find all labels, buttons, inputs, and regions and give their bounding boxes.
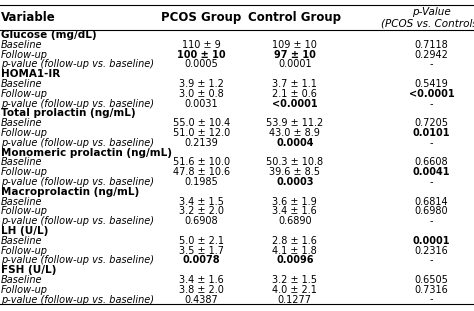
Text: Macroprolactin (ng/mL): Macroprolactin (ng/mL) (1, 187, 139, 197)
Text: 3.4 ± 1.5: 3.4 ± 1.5 (179, 197, 224, 207)
Text: 0.0004: 0.0004 (276, 138, 314, 148)
Text: 0.0031: 0.0031 (185, 99, 218, 109)
Text: Baseline: Baseline (1, 40, 43, 50)
Text: -: - (429, 138, 433, 148)
Text: p-value (follow-up vs. baseline): p-value (follow-up vs. baseline) (1, 255, 154, 265)
Text: Baseline: Baseline (1, 197, 43, 207)
Text: 51.0 ± 12.0: 51.0 ± 12.0 (173, 128, 230, 138)
Text: 53.9 ± 11.2: 53.9 ± 11.2 (266, 118, 323, 128)
Text: p-Value
(PCOS vs. Controls): p-Value (PCOS vs. Controls) (381, 7, 474, 28)
Text: 109 ± 10: 109 ± 10 (273, 40, 317, 50)
Text: <0.0001: <0.0001 (272, 99, 318, 109)
Text: Total prolactin (ng/mL): Total prolactin (ng/mL) (1, 109, 136, 118)
Text: 55.0 ± 10.4: 55.0 ± 10.4 (173, 118, 230, 128)
Text: 3.4 ± 1.6: 3.4 ± 1.6 (273, 207, 317, 216)
Text: p-value (follow-up vs. baseline): p-value (follow-up vs. baseline) (1, 216, 154, 226)
Text: 0.2942: 0.2942 (414, 50, 448, 60)
Text: 0.7316: 0.7316 (414, 285, 448, 295)
Text: p-value (follow-up vs. baseline): p-value (follow-up vs. baseline) (1, 59, 154, 69)
Text: Glucose (mg/dL): Glucose (mg/dL) (1, 30, 97, 40)
Text: 0.6890: 0.6890 (278, 216, 311, 226)
Text: -: - (429, 59, 433, 69)
Text: -: - (429, 216, 433, 226)
Text: 0.6980: 0.6980 (415, 207, 448, 216)
Text: Variable: Variable (1, 11, 56, 24)
Text: HOMA1-IR: HOMA1-IR (1, 69, 60, 79)
Text: p-value (follow-up vs. baseline): p-value (follow-up vs. baseline) (1, 138, 154, 148)
Text: PCOS Group: PCOS Group (161, 11, 242, 24)
Text: 0.6908: 0.6908 (185, 216, 218, 226)
Text: Baseline: Baseline (1, 275, 43, 285)
Text: Control Group: Control Group (248, 11, 341, 24)
Text: 3.6 ± 1.9: 3.6 ± 1.9 (273, 197, 317, 207)
Text: 0.7205: 0.7205 (414, 118, 448, 128)
Text: 0.5419: 0.5419 (414, 79, 448, 89)
Text: 100 ± 10: 100 ± 10 (177, 50, 226, 60)
Text: 0.7118: 0.7118 (414, 40, 448, 50)
Text: -: - (429, 255, 433, 265)
Text: 0.4387: 0.4387 (184, 295, 219, 304)
Text: 3.0 ± 0.8: 3.0 ± 0.8 (179, 89, 224, 99)
Text: <0.0001: <0.0001 (409, 89, 454, 99)
Text: 0.0078: 0.0078 (182, 255, 220, 265)
Text: 0.0001: 0.0001 (278, 59, 311, 69)
Text: 4.0 ± 2.1: 4.0 ± 2.1 (273, 285, 317, 295)
Text: 0.1277: 0.1277 (278, 295, 312, 304)
Text: -: - (429, 295, 433, 304)
Text: 0.6505: 0.6505 (414, 275, 448, 285)
Text: 110 ± 9: 110 ± 9 (182, 40, 221, 50)
Text: 3.9 ± 1.2: 3.9 ± 1.2 (179, 79, 224, 89)
Text: 39.6 ± 8.5: 39.6 ± 8.5 (269, 167, 320, 177)
Text: 3.8 ± 2.0: 3.8 ± 2.0 (179, 285, 224, 295)
Text: 3.7 ± 1.1: 3.7 ± 1.1 (273, 79, 317, 89)
Text: 3.2 ± 1.5: 3.2 ± 1.5 (273, 275, 317, 285)
Text: 2.1 ± 0.6: 2.1 ± 0.6 (273, 89, 317, 99)
Text: LH (U/L): LH (U/L) (1, 226, 48, 236)
Text: p-value (follow-up vs. baseline): p-value (follow-up vs. baseline) (1, 295, 154, 304)
Text: Follow-up: Follow-up (1, 128, 48, 138)
Text: 97 ± 10: 97 ± 10 (274, 50, 316, 60)
Text: 50.3 ± 10.8: 50.3 ± 10.8 (266, 157, 323, 167)
Text: 0.0003: 0.0003 (276, 177, 314, 187)
Text: 4.1 ± 1.8: 4.1 ± 1.8 (273, 246, 317, 256)
Text: 0.0001: 0.0001 (412, 236, 450, 246)
Text: 51.6 ± 10.0: 51.6 ± 10.0 (173, 157, 230, 167)
Text: Follow-up: Follow-up (1, 285, 48, 295)
Text: 43.0 ± 8.9: 43.0 ± 8.9 (269, 128, 320, 138)
Text: Follow-up: Follow-up (1, 167, 48, 177)
Text: 0.1985: 0.1985 (184, 177, 219, 187)
Text: Baseline: Baseline (1, 157, 43, 167)
Text: Monomeric prolactin (ng/mL): Monomeric prolactin (ng/mL) (1, 148, 172, 158)
Text: -: - (429, 177, 433, 187)
Text: Baseline: Baseline (1, 118, 43, 128)
Text: 3.2 ± 2.0: 3.2 ± 2.0 (179, 207, 224, 216)
Text: 2.8 ± 1.6: 2.8 ± 1.6 (273, 236, 317, 246)
Text: 0.0096: 0.0096 (276, 255, 314, 265)
Text: 47.8 ± 10.6: 47.8 ± 10.6 (173, 167, 230, 177)
Text: Baseline: Baseline (1, 236, 43, 246)
Text: Baseline: Baseline (1, 79, 43, 89)
Text: FSH (U/L): FSH (U/L) (1, 265, 56, 275)
Text: -: - (429, 99, 433, 109)
Text: 0.0041: 0.0041 (412, 167, 450, 177)
Text: 0.0005: 0.0005 (184, 59, 219, 69)
Text: p-value (follow-up vs. baseline): p-value (follow-up vs. baseline) (1, 99, 154, 109)
Text: Follow-up: Follow-up (1, 246, 48, 256)
Text: p-value (follow-up vs. baseline): p-value (follow-up vs. baseline) (1, 177, 154, 187)
Text: 5.0 ± 2.1: 5.0 ± 2.1 (179, 236, 224, 246)
Text: 0.0101: 0.0101 (412, 128, 450, 138)
Text: 0.6608: 0.6608 (415, 157, 448, 167)
Text: 0.6814: 0.6814 (415, 197, 448, 207)
Text: 0.2316: 0.2316 (414, 246, 448, 256)
Text: Follow-up: Follow-up (1, 89, 48, 99)
Text: 3.5 ± 1.7: 3.5 ± 1.7 (179, 246, 224, 256)
Text: Follow-up: Follow-up (1, 50, 48, 60)
Text: 3.4 ± 1.6: 3.4 ± 1.6 (179, 275, 224, 285)
Text: 0.2139: 0.2139 (184, 138, 219, 148)
Text: Follow-up: Follow-up (1, 207, 48, 216)
